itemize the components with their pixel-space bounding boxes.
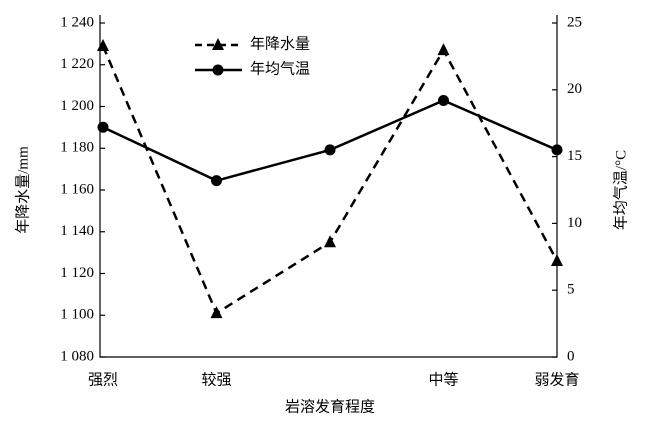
legend-label: 年降水量 [250, 35, 310, 52]
y-tick-label: 1 180 [60, 140, 94, 156]
x-axis-label: 岩溶发育程度 [285, 398, 375, 415]
legend-marker [212, 38, 224, 50]
y2-tick-label: 25 [567, 14, 582, 30]
y-tick-label: 1 200 [60, 98, 94, 114]
x-tick-label: 中等 [428, 370, 458, 388]
y-tick-label: 1 080 [60, 348, 94, 364]
circle-marker [438, 94, 449, 106]
x-tick-label: 弱发育 [534, 371, 579, 388]
y-tick-label: 1 120 [60, 265, 94, 281]
circle-marker [211, 175, 222, 187]
x-tick-label: 强烈 [88, 371, 118, 388]
triangle-marker [437, 43, 450, 56]
y-axis-label: 年降水量/mm [14, 146, 31, 234]
legend-label: 年均气温 [250, 60, 310, 77]
triangle-marker [210, 306, 223, 319]
y-tick-label: 1 100 [60, 307, 94, 323]
circle-marker [324, 144, 336, 156]
y-tick-label: 1 220 [60, 56, 94, 72]
triangle-marker [551, 253, 563, 266]
y-tick-label: 1 140 [60, 223, 94, 239]
triangle-marker [97, 38, 109, 51]
x-tick-label: 较强 [201, 370, 231, 388]
y2-tick-label: 0 [567, 348, 575, 364]
circle-marker [551, 144, 563, 156]
y2-tick-label: 20 [567, 81, 582, 97]
y2-axis-label: 年均气温/°C [612, 150, 629, 230]
y2-tick-label: 5 [567, 282, 575, 298]
y2-tick-label: 10 [567, 215, 582, 231]
triangle-marker [324, 235, 336, 248]
y2-tick-label: 15 [567, 148, 582, 164]
y-tick-label: 1 240 [60, 14, 94, 30]
axes-frame [99, 15, 558, 358]
y-tick-label: 1 160 [60, 181, 94, 197]
legend-marker [212, 64, 224, 76]
circle-marker [97, 121, 109, 133]
